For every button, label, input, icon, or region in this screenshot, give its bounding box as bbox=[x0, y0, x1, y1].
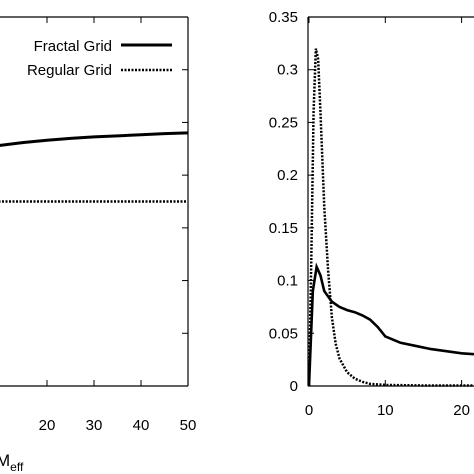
legend-label-regular-grid: Regular Grid bbox=[27, 62, 112, 79]
right-y-tick-label: 0.15 bbox=[269, 220, 298, 237]
right-y-tick-label: 0.1 bbox=[277, 273, 298, 290]
right-x-tick-label: 20 bbox=[453, 402, 470, 419]
left-x-ticks: 20 30 40 50 bbox=[39, 17, 197, 434]
left-series-group bbox=[0, 131, 189, 203]
left-chart: 20 30 40 50 Fractal Grid Regular Grid Meff bbox=[0, 16, 197, 474]
right-y-tick-label: 0.2 bbox=[277, 167, 298, 184]
series-line-fractal-grid bbox=[0, 131, 189, 147]
left-x-axis-label: Meff bbox=[0, 451, 24, 474]
right-y-tick-label: 0.05 bbox=[269, 325, 298, 342]
right-series-group bbox=[307, 48, 474, 387]
left-x-tick-label: 40 bbox=[133, 417, 150, 434]
series-line-solid bbox=[307, 262, 474, 387]
legend: Fractal Grid Regular Grid bbox=[27, 38, 172, 79]
right-y-tick-label: 0.35 bbox=[269, 9, 298, 26]
left-y-tick-marks bbox=[182, 69, 188, 334]
left-x-tick-label: 20 bbox=[39, 417, 56, 434]
left-x-tick-label: 50 bbox=[180, 417, 197, 434]
right-x-tick-label: 0 bbox=[305, 402, 313, 419]
right-y-tick-label: 0.25 bbox=[269, 114, 298, 131]
left-x-tick-label: 30 bbox=[86, 417, 103, 434]
legend-label-fractal-grid: Fractal Grid bbox=[34, 38, 112, 55]
right-x-tick-label: 10 bbox=[377, 402, 394, 419]
right-y-tick-label: 0.3 bbox=[277, 62, 298, 79]
right-x-ticks: 0 10 20 bbox=[305, 17, 470, 419]
right-y-tick-label: 0 bbox=[290, 378, 298, 395]
right-chart: 0 10 20 0 0.05 0.1 0.15 0.2 0.25 0.3 0.35 bbox=[269, 9, 474, 419]
right-y-ticks: 0 0.05 0.1 0.15 0.2 0.25 0.3 0.35 bbox=[269, 9, 314, 395]
series-line-dotted bbox=[307, 48, 474, 387]
